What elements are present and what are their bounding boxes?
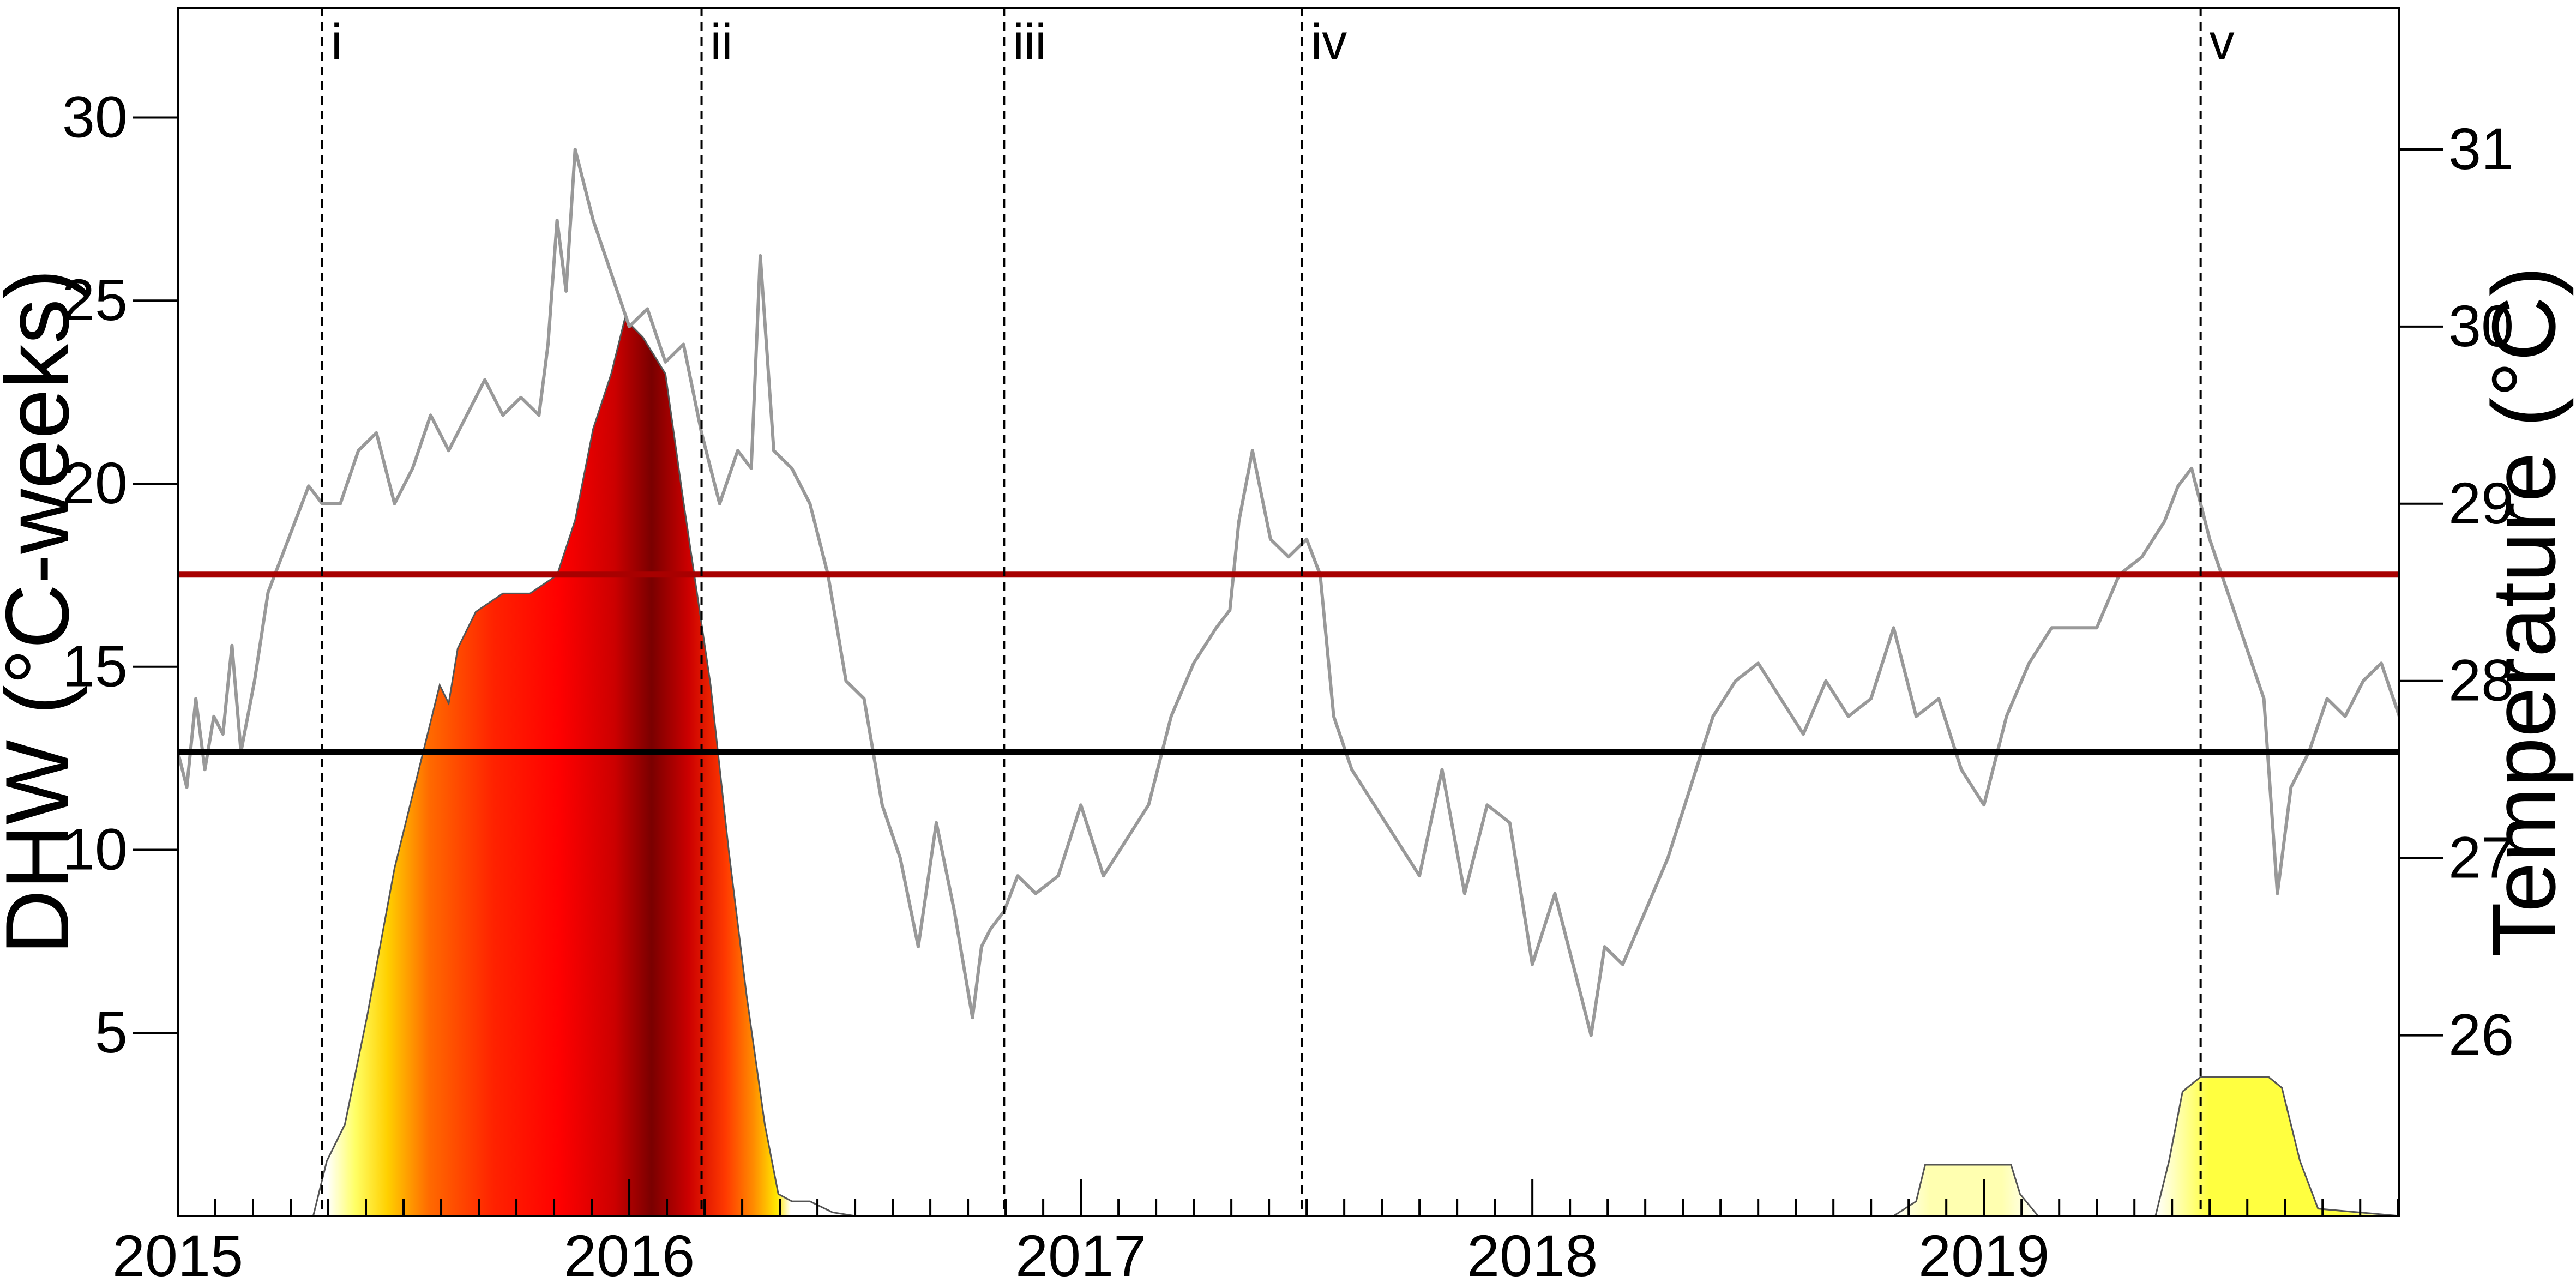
y-right-tick-label: 28 — [2448, 647, 2514, 713]
x-tick-label: 2016 — [564, 1223, 695, 1288]
x-tick-label: 2017 — [1015, 1223, 1146, 1288]
y-right-tick-label: 30 — [2448, 293, 2514, 359]
x-tick-label: 2018 — [1467, 1223, 1598, 1288]
event-label-iv: iv — [1311, 14, 1347, 70]
y-axis-right-title: Temperature (°C) — [2473, 266, 2574, 957]
dhw-area-layer — [312, 317, 2399, 1216]
y-axis-left: 5 10 15 20 25 30 — [62, 83, 178, 1065]
y-left-tick-label: 10 — [62, 816, 128, 882]
y-left-tick-label: 20 — [62, 450, 128, 516]
event-label-iii: iii — [1013, 14, 1046, 70]
event-label-i: i — [331, 14, 342, 70]
threshold-lines — [178, 571, 2399, 755]
x-axis: 2015 2016 2017 2018 2019 — [112, 1179, 2399, 1288]
y-left-tick-label: 25 — [62, 267, 128, 333]
dhw-area-episode-1 — [312, 317, 856, 1216]
temperature-line-layer — [178, 147, 2399, 1037]
plot-frame — [177, 7, 2400, 1217]
y-left-tick-label: 30 — [62, 83, 128, 149]
x-tick-label: 2019 — [1918, 1223, 2049, 1288]
y-right-tick-label: 29 — [2448, 470, 2514, 536]
y-right-tick-label: 31 — [2448, 116, 2514, 182]
y-axis-right: 26 27 28 29 30 31 — [2399, 116, 2514, 1068]
event-label-v: v — [2210, 14, 2235, 70]
y-left-tick-label: 5 — [95, 999, 128, 1065]
event-lines: i ii iii iv v — [321, 8, 2235, 1216]
temperature-line — [178, 147, 2399, 1037]
event-label-ii: ii — [711, 14, 733, 70]
y-left-tick-label: 15 — [62, 633, 128, 699]
y-right-tick-label: 26 — [2448, 1002, 2514, 1068]
y-right-tick-label: 27 — [2448, 824, 2514, 890]
dhw-area-episode-3 — [2154, 1076, 2399, 1216]
y-axis-left-title: DHW (°C-weeks) — [0, 269, 87, 955]
dhw-area-episode-2 — [1892, 1164, 2039, 1216]
x-tick-label: 2015 — [112, 1223, 243, 1288]
